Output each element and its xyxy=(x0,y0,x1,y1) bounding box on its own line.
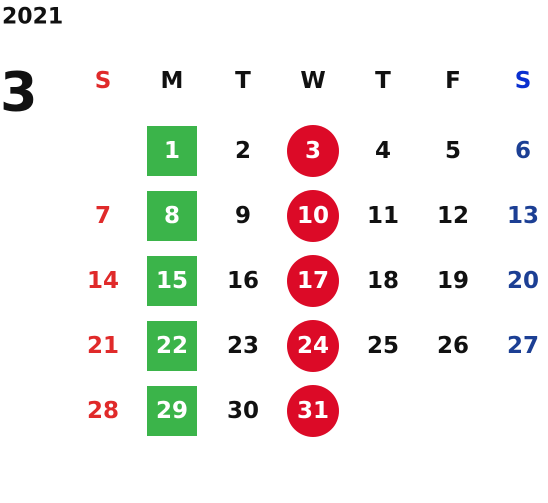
weekday-label: S xyxy=(95,68,112,94)
weekday-label: W xyxy=(300,68,325,94)
day: 29 xyxy=(156,398,188,424)
day: 18 xyxy=(367,268,399,294)
highlight-square xyxy=(147,386,197,436)
day: 7 xyxy=(95,203,111,229)
day: 24 xyxy=(297,333,329,359)
highlight-square xyxy=(147,191,197,241)
day: 12 xyxy=(437,203,469,229)
highlight-circle xyxy=(287,190,339,242)
highlight-square xyxy=(147,126,197,176)
highlight-circle xyxy=(287,125,339,177)
day: 26 xyxy=(437,333,469,359)
day: 2 xyxy=(235,138,251,164)
highlight-square xyxy=(147,256,197,306)
day: 14 xyxy=(87,268,119,294)
day: 21 xyxy=(87,333,119,359)
day: 30 xyxy=(227,398,259,424)
day: 3 xyxy=(305,138,321,164)
day: 9 xyxy=(235,203,251,229)
highlight-square xyxy=(147,321,197,371)
highlight-circle xyxy=(287,255,339,307)
weekday-label: M xyxy=(161,68,184,94)
day: 4 xyxy=(375,138,391,164)
day: 31 xyxy=(297,398,329,424)
year: 2021 xyxy=(2,5,63,30)
day: 22 xyxy=(156,333,188,359)
highlight-circle xyxy=(287,320,339,372)
weekday-label: T xyxy=(375,68,391,94)
day: 6 xyxy=(515,138,531,164)
day: 15 xyxy=(156,268,188,294)
weekday-label: S xyxy=(515,68,532,94)
day: 23 xyxy=(227,333,259,359)
day: 10 xyxy=(297,203,329,229)
day: 5 xyxy=(445,138,461,164)
day: 20 xyxy=(507,268,539,294)
day: 1 xyxy=(164,138,180,164)
day: 8 xyxy=(164,203,180,229)
day: 27 xyxy=(507,333,539,359)
highlight-circle xyxy=(287,385,339,437)
day: 13 xyxy=(507,203,539,229)
day: 11 xyxy=(367,203,399,229)
day: 25 xyxy=(367,333,399,359)
day: 19 xyxy=(437,268,469,294)
day: 16 xyxy=(227,268,259,294)
weekday-label: T xyxy=(235,68,251,94)
month: 3 xyxy=(0,61,38,124)
weekday-label: F xyxy=(445,68,461,94)
day: 28 xyxy=(87,398,119,424)
day: 17 xyxy=(297,268,329,294)
